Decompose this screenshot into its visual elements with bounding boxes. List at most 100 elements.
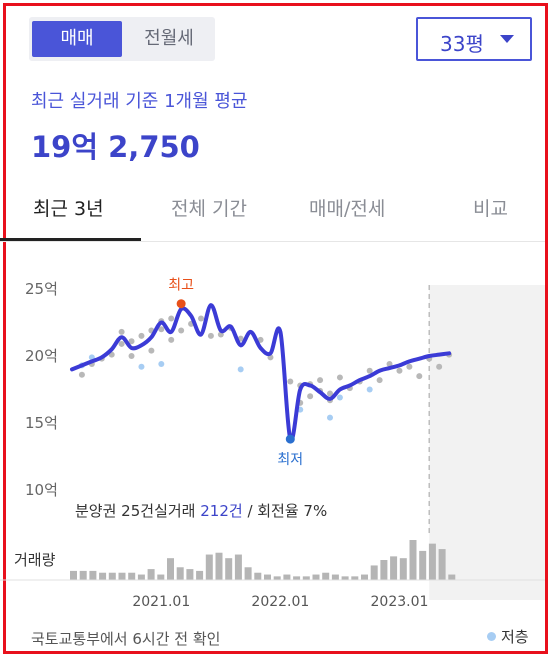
trade-point — [78, 371, 85, 378]
low-floor-trade-point — [366, 386, 373, 393]
tab-sale-vs-lease[interactable]: 매매/전세 — [309, 198, 386, 220]
volume-bar — [137, 574, 145, 580]
min-price-marker — [285, 434, 295, 444]
chevron-down-icon — [500, 35, 514, 43]
y-tick-label: 15억 — [25, 414, 58, 432]
volume-bar — [409, 540, 417, 580]
low-floor-trade-point — [158, 361, 165, 368]
trade-point — [158, 326, 165, 333]
panel-frame — [3, 3, 548, 654]
tab-compare[interactable]: 비교 — [473, 198, 508, 220]
volume-bar — [215, 552, 223, 580]
volume-bar — [331, 574, 339, 580]
tab-divider — [0, 241, 545, 242]
volume-bar — [419, 550, 427, 580]
low-floor-trade-point — [336, 394, 343, 401]
max-price-label: 최고 — [168, 278, 194, 294]
volume-bar — [302, 576, 310, 580]
trade-point — [148, 347, 155, 354]
legend-dot-icon — [487, 632, 496, 641]
volume-bar — [312, 574, 320, 580]
volume-bar — [108, 572, 116, 580]
trades-prefix: 실거래 — [154, 502, 201, 520]
trade-point — [168, 315, 175, 322]
trade-point — [386, 361, 393, 368]
legend-label: 저층 — [501, 628, 529, 646]
data-source-text: 국토교통부에서 6시간 전 확인 — [31, 630, 221, 648]
volume-bar — [448, 574, 456, 580]
volume-bar — [244, 567, 252, 580]
presale-count: 분양권 25건 — [75, 502, 155, 520]
volume-bar — [79, 570, 87, 580]
trade-point — [178, 327, 185, 334]
x-tick-label: 2023.01 — [371, 594, 429, 610]
trade-point — [396, 367, 403, 374]
low-floor-legend: 저층 — [487, 626, 529, 647]
turnover-rate: / 회전율 7% — [242, 502, 328, 520]
volume-bar — [341, 576, 349, 580]
trade-stats: 분양권 25건실거래 212건 / 회전율 7% — [75, 500, 327, 521]
volume-bar — [176, 567, 184, 580]
average-price-label: 최근 실거래 기준 1개월 평균 — [31, 91, 248, 112]
volume-bar — [399, 558, 407, 580]
volume-bar — [264, 574, 271, 580]
trade-point — [436, 363, 443, 370]
volume-bar — [147, 569, 155, 580]
volume-bar — [438, 549, 446, 580]
volume-bar — [70, 570, 77, 580]
x-tick-label: 2022.01 — [251, 594, 309, 610]
tab-all-period[interactable]: 전체 기간 — [171, 198, 247, 220]
low-floor-trade-point — [138, 363, 145, 370]
trade-point — [406, 363, 413, 370]
trade-point — [128, 353, 135, 359]
volume-bar — [167, 558, 174, 580]
trade-point — [327, 390, 333, 397]
trade-point — [366, 367, 373, 374]
recent-period-band — [429, 285, 545, 600]
y-tick-label: 20억 — [25, 347, 58, 365]
active-tab-indicator — [0, 238, 141, 241]
volume-bar — [322, 572, 330, 580]
volume-bar — [293, 576, 301, 580]
volume-bar — [186, 569, 194, 580]
low-floor-trade-point — [327, 414, 333, 421]
trade-point — [336, 374, 343, 381]
volume-bar — [205, 554, 213, 580]
trade-point — [307, 393, 314, 400]
average-price-value: 19억 2,750 — [31, 130, 200, 164]
volume-bar — [380, 560, 388, 580]
volume-bar — [390, 556, 398, 580]
trades-count: 212건 — [200, 502, 243, 520]
volume-bar — [283, 574, 291, 580]
y-tick-label: 25억 — [25, 280, 58, 298]
volume-bar — [196, 570, 204, 580]
trade-point — [118, 340, 125, 347]
trade-point — [128, 338, 135, 345]
trade-point — [287, 378, 294, 385]
volume-bar — [351, 576, 359, 580]
trade-point — [118, 328, 125, 335]
x-tick-label: 2021.01 — [132, 594, 190, 610]
volume-bar — [234, 554, 242, 580]
trade-point — [416, 373, 423, 380]
trade-type-toggle: 매매 전월세 — [29, 17, 215, 61]
y-tick-label: 10억 — [25, 481, 58, 499]
trade-point — [257, 336, 264, 343]
volume-bar — [273, 576, 281, 580]
volume-bar — [225, 558, 233, 580]
trade-point — [317, 377, 324, 384]
volume-bar — [128, 572, 136, 580]
volume-bar — [89, 570, 97, 580]
lease-button[interactable]: 전월세 — [144, 28, 194, 49]
volume-bar — [157, 574, 165, 580]
trade-point — [207, 332, 214, 339]
low-floor-trade-point — [237, 366, 244, 373]
tab-recent-3-years[interactable]: 최근 3년 — [33, 198, 104, 220]
trade-point — [198, 315, 204, 322]
area-dropdown[interactable]: 33평 — [416, 17, 532, 61]
sale-button[interactable]: 매매 — [32, 21, 122, 57]
trade-point — [168, 336, 175, 343]
volume-bar — [361, 574, 368, 580]
max-price-marker — [176, 299, 186, 309]
